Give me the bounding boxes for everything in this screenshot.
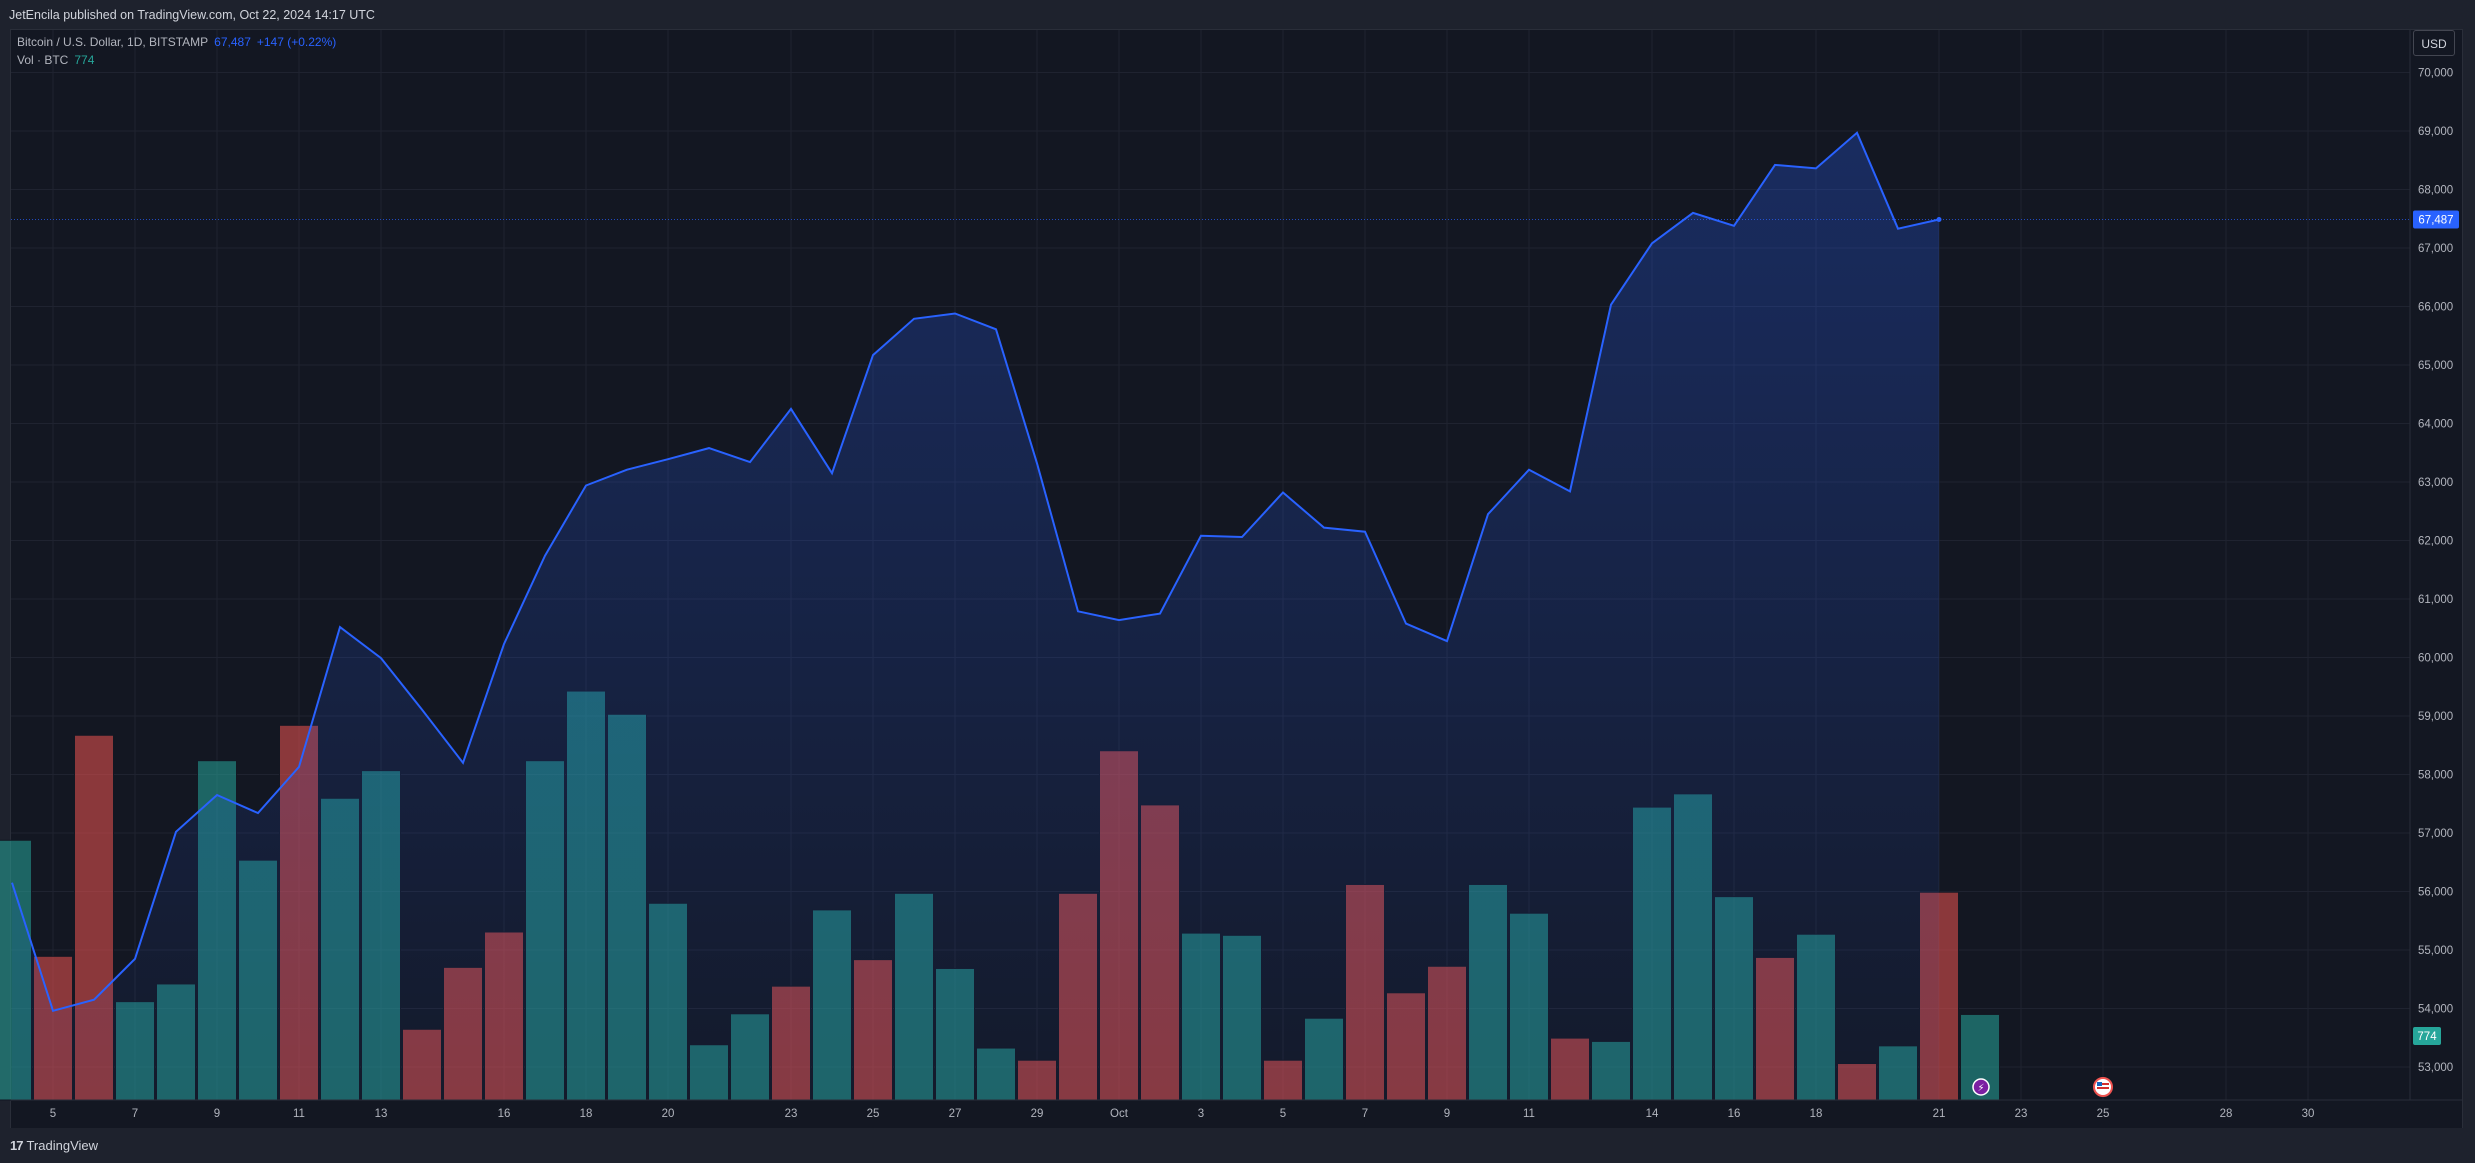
x-tick-label: 7 (132, 1108, 138, 1120)
volume-value: 774 (74, 53, 95, 67)
x-tick-label: 20 (662, 1108, 675, 1120)
x-tick-label: 28 (2220, 1108, 2233, 1120)
bottom-bar (0, 1128, 2475, 1163)
y-tick-label: 59,000 (2418, 711, 2453, 723)
x-tick-label: 27 (949, 1108, 962, 1120)
x-tick-label: 11 (1523, 1108, 1535, 1120)
y-tick-label: 69,000 (2418, 126, 2453, 138)
x-tick-label: 25 (867, 1108, 880, 1120)
last-volume-badge-text: 774 (2417, 1031, 2437, 1043)
x-tick-label: 18 (1810, 1108, 1823, 1120)
y-tick-label: 57,000 (2418, 828, 2453, 840)
y-tick-label: 64,000 (2418, 419, 2453, 431)
x-tick-label: 9 (214, 1108, 220, 1120)
event-marker-icon: ⚡ (1972, 1078, 1990, 1096)
chart-legend: Bitcoin / U.S. Dollar, 1D, BITSTAMP 67,48… (17, 33, 336, 69)
us-flag-event-icon (2093, 1077, 2113, 1097)
x-tick-label: 9 (1444, 1108, 1450, 1120)
price-area (12, 132, 1939, 1101)
last-price-badge (2413, 210, 2459, 229)
currency-button[interactable]: USD (2413, 30, 2455, 56)
tradingview-mark-icon: 17 (10, 1138, 24, 1153)
last-price-badge-text: 67,487 (2418, 215, 2453, 227)
price-change-value: +147 (+0.22%) (256, 35, 337, 49)
x-tick-label: 13 (375, 1108, 388, 1120)
symbol-title: Bitcoin / U.S. Dollar, 1D, BITSTAMP (17, 35, 209, 49)
x-tick-label: 5 (50, 1108, 56, 1120)
y-tick-label: 60,000 (2418, 653, 2453, 665)
x-tick-label: 29 (1031, 1108, 1044, 1120)
y-tick-label: 55,000 (2418, 945, 2453, 957)
y-tick-label: 70,000 (2418, 68, 2453, 80)
x-tick-label: Oct (1110, 1108, 1129, 1120)
y-tick-label: 53,000 (2418, 1062, 2453, 1074)
top-bar: JetEncila published on TradingView.com, … (0, 0, 2475, 29)
y-tick-label: 56,000 (2418, 887, 2453, 899)
y-tick-label: 61,000 (2418, 594, 2453, 606)
tradingview-logo-text: TradingView (26, 1138, 99, 1153)
y-tick-label: 58,000 (2418, 770, 2453, 782)
x-tick-label: 16 (1728, 1108, 1741, 1120)
y-tick-label: 54,000 (2418, 1004, 2453, 1016)
last-volume-badge (2413, 1027, 2441, 1045)
x-tick-label: 5 (1280, 1108, 1286, 1120)
y-tick-label: 63,000 (2418, 477, 2453, 489)
x-tick-label: 23 (2015, 1108, 2028, 1120)
y-tick-label: 68,000 (2418, 185, 2453, 197)
x-tick-label: 18 (580, 1108, 593, 1120)
x-tick-label: 7 (1362, 1108, 1368, 1120)
last-price-dot (1936, 217, 1942, 223)
tradingview-logo[interactable]: 17 TradingView (10, 1138, 98, 1153)
x-tick-label: 23 (785, 1108, 798, 1120)
volume-label: Vol · BTC (17, 53, 69, 67)
y-tick-label: 65,000 (2418, 360, 2453, 372)
x-tick-label: 3 (1198, 1108, 1204, 1120)
svg-text:⚡: ⚡ (1977, 1083, 1984, 1094)
y-tick-label: 62,000 (2418, 536, 2453, 548)
y-tick-label: 66,000 (2418, 302, 2453, 314)
x-tick-label: 11 (293, 1108, 305, 1120)
price-legend-row[interactable]: Bitcoin / U.S. Dollar, 1D, BITSTAMP 67,48… (17, 33, 336, 51)
volume-legend-row[interactable]: Vol · BTC 774 (17, 51, 336, 69)
published-info: JetEncila published on TradingView.com, … (9, 8, 375, 22)
x-tick-label: 16 (498, 1108, 511, 1120)
x-tick-label: 14 (1646, 1108, 1659, 1120)
y-tick-label: 67,000 (2418, 243, 2453, 255)
x-tick-label: 30 (2302, 1108, 2315, 1120)
x-tick-label: 25 (2097, 1108, 2110, 1120)
last-price-value: 67,487 (214, 35, 251, 49)
x-tick-label: 21 (1933, 1108, 1946, 1120)
price-line (11, 131, 1940, 1013)
